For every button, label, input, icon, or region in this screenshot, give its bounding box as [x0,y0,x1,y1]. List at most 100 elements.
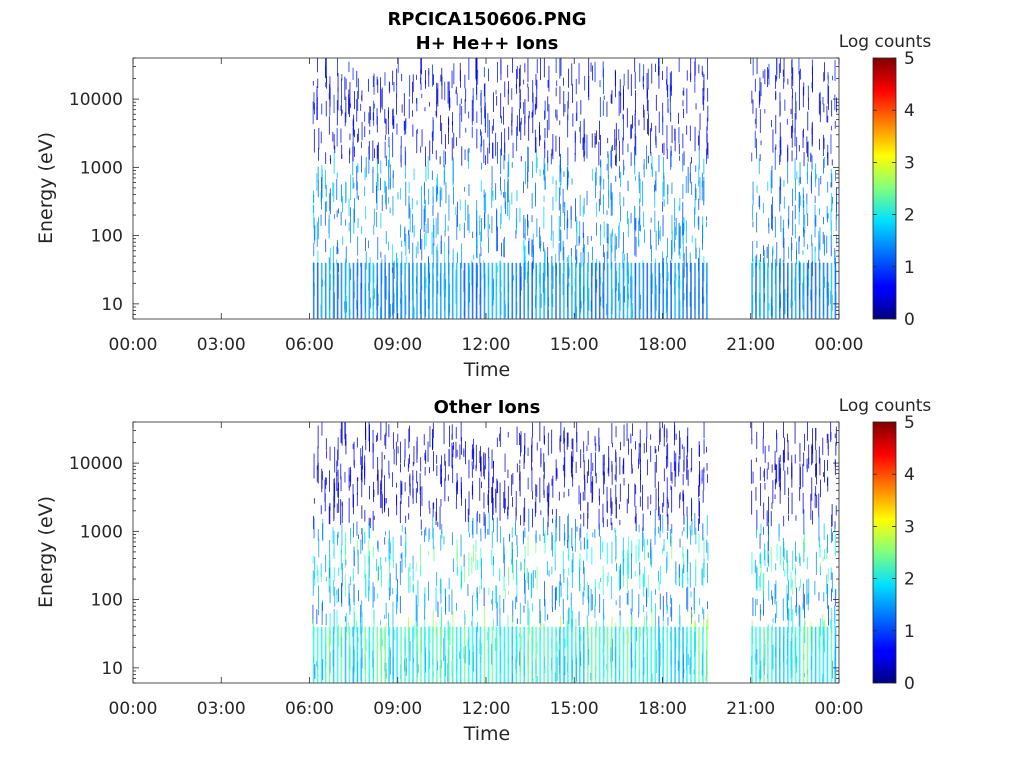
spectrogram-streak [635,176,636,181]
spectrogram-streak [377,540,379,549]
spectrogram-streak [770,511,772,527]
spectrogram-streak [408,428,410,449]
spectrogram-streak [611,144,613,151]
spectrogram-streak [642,572,644,584]
spectrogram-streak [432,205,434,216]
spectrogram-streak [799,235,800,242]
low-energy-band [420,262,422,319]
spectrogram-streak [687,586,689,612]
low-energy-band [499,262,502,319]
spectrogram-streak [365,426,367,451]
spectrogram-streak [507,179,509,203]
spectrogram-streak [584,474,586,491]
spectrogram-streak [372,112,374,121]
axis-ticks: 00:00 03:00 06:00 09:00 12:00 15:00 18:00 21:00… [69,421,864,719]
spectrogram-streak [403,120,405,131]
spectrogram-streak [329,188,331,215]
spectrogram-streak [768,63,770,85]
spectrogram-streak [635,218,637,231]
spectrogram-streak [314,574,316,586]
spectrogram-streak [465,127,467,133]
spectrogram-streak [428,188,430,205]
spectrogram-streak [760,551,762,568]
spectrogram-streak [603,179,605,190]
spectrogram-streak [828,85,829,110]
spectrogram-streak [349,150,350,164]
spectrogram-streak [654,210,656,232]
spectrogram-streak [583,441,585,453]
spectrogram-streak [620,92,622,114]
spectrogram-streak [448,448,450,466]
low-energy-band [467,262,470,319]
low-energy-band [610,262,613,319]
spectrogram-streak [396,83,398,98]
spectrogram-streak [389,145,390,168]
spectrogram-streak [647,459,648,476]
spectrogram-streak [591,133,593,148]
spectrogram-streak [579,558,581,585]
spectrogram-streak [658,497,659,516]
spectrogram-streak [782,538,784,557]
low-energy-band [344,262,347,319]
spectrogram-streak [796,657,798,663]
spectrogram-streak [783,219,785,241]
spectrogram-streak [807,557,808,570]
spectrogram-streak [681,568,683,588]
spectrogram-streak [377,566,379,583]
spectrogram-streak [811,446,813,466]
spectrogram-streak [357,236,359,256]
spectrogram-streak [364,510,366,522]
spectrogram-streak [811,59,813,75]
spectrogram-streak [679,197,681,211]
spectrogram-streak [807,85,809,101]
spectrogram-streak [618,91,620,116]
spectrogram-streak [459,113,461,139]
spectrogram-streak [460,98,462,104]
low-energy-band [428,262,430,319]
spectrogram-streak [350,268,351,281]
spectrogram-streak [421,204,423,230]
spectrogram-streak [352,177,354,190]
low-energy-band [674,262,676,319]
spectrogram-streak [623,197,625,207]
spectrogram-streak [364,126,366,137]
spectrogram-streak [812,510,813,525]
spectrogram-streak [468,516,470,533]
spectrogram-streak [643,64,645,81]
spectrogram-streak [528,241,529,254]
spectrogram-streak [313,517,315,539]
spectrogram-streak [640,626,641,637]
spectrogram-streak [828,605,829,626]
colorbar-tick-label: 3 [904,153,915,173]
spectrogram-streak [642,181,644,206]
low-energy-band [662,262,664,319]
spectrogram-streak [639,198,640,205]
spectrogram-streak [389,558,390,581]
low-energy-band [527,626,529,683]
spectrogram-streak [384,498,386,511]
spectrogram-streak [563,617,565,625]
spectrogram-streak [627,590,629,606]
spectrogram-streak [325,239,327,253]
spectrogram-streak [818,93,820,115]
spectrogram-streak [328,214,330,239]
spectrogram-streak [655,589,656,595]
spectrogram-streak [796,136,798,160]
spectrogram-streak [600,224,602,232]
spectrogram-streak [412,570,414,582]
spectrogram-streak [698,149,700,170]
spectrogram-streak [693,592,695,614]
low-energy-band [751,262,753,319]
spectrogram-streak [702,216,704,239]
spectrogram-streak [706,463,708,471]
low-energy-band [555,262,557,319]
spectrogram-streak [818,446,820,464]
spectrogram-streak [606,303,608,316]
spectrogram-streak [768,580,770,601]
spectrogram-streak [679,494,681,509]
spectrogram-streak [650,590,652,613]
spectrogram-streak [325,82,327,88]
spectrogram-streak [403,93,405,117]
spectrogram-streak [555,520,557,543]
low-energy-band [763,626,765,683]
